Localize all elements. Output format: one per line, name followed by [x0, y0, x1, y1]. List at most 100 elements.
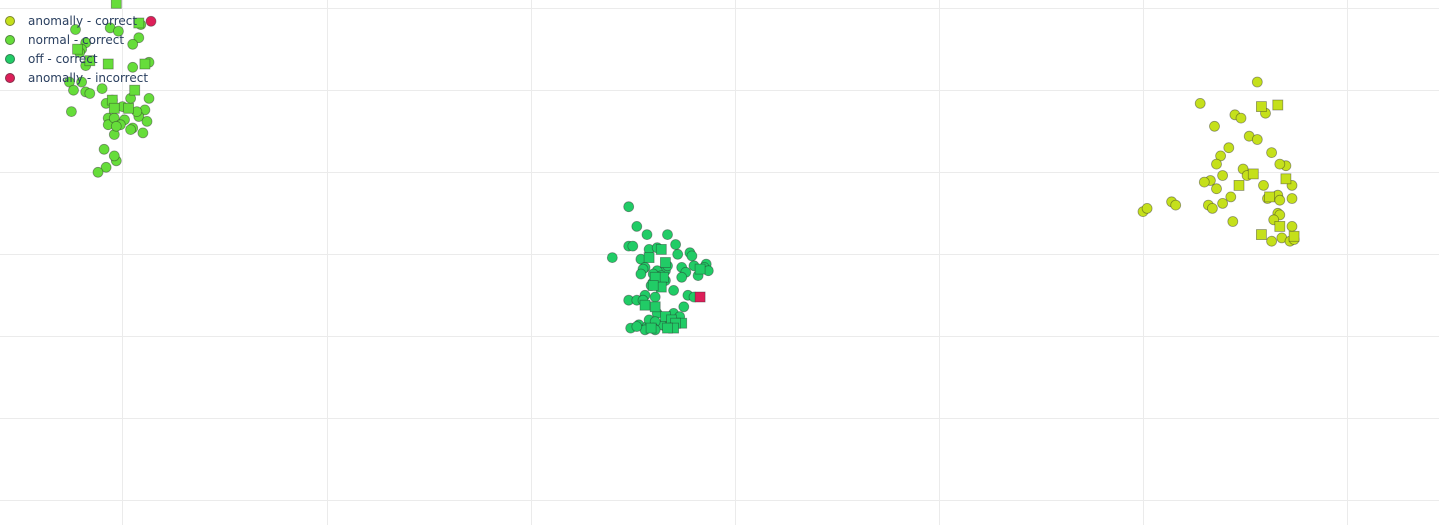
data-point[interactable] [1286, 193, 1298, 204]
data-point[interactable] [133, 32, 145, 44]
data-point[interactable] [84, 88, 96, 99]
data-point[interactable] [1207, 202, 1218, 214]
data-point[interactable] [1251, 134, 1263, 145]
data-point[interactable] [686, 250, 698, 262]
legend-marker-anomaly-incorrect [5, 72, 15, 83]
data-point[interactable] [127, 38, 139, 50]
data-point[interactable] [1266, 147, 1277, 159]
data-point-square[interactable] [1256, 101, 1267, 112]
data-point[interactable] [66, 106, 77, 117]
data-point-square[interactable] [655, 243, 667, 255]
data-point-square[interactable] [84, 55, 96, 67]
data-point[interactable] [606, 252, 618, 264]
data-point[interactable] [631, 220, 643, 232]
data-point[interactable] [1209, 120, 1220, 132]
data-point[interactable] [76, 76, 87, 88]
data-point-square[interactable] [72, 43, 83, 55]
data-point-square[interactable] [123, 102, 134, 114]
data-point-square[interactable] [1264, 191, 1275, 203]
data-point[interactable] [108, 150, 120, 162]
data-point[interactable] [1215, 150, 1226, 162]
data-point[interactable] [143, 93, 155, 104]
data-point[interactable] [1217, 170, 1228, 181]
legend-item-anomaly-incorrect[interactable]: anomally - incorrect [3, 68, 148, 87]
data-point[interactable] [627, 240, 639, 252]
data-point[interactable] [631, 321, 643, 332]
data-point-square[interactable] [1233, 179, 1245, 191]
legend-item-normal-correct[interactable]: normal - correct [3, 30, 148, 49]
legend-marker-normal-correct [5, 34, 15, 45]
data-point[interactable] [662, 229, 673, 241]
data-point-square[interactable] [108, 102, 120, 114]
data-point[interactable] [1225, 191, 1237, 203]
data-point-square[interactable] [639, 299, 651, 311]
data-points [64, 0, 1300, 336]
data-point[interactable] [623, 201, 635, 213]
series-anomally-correct [1137, 76, 1300, 247]
data-point[interactable] [68, 84, 79, 96]
data-point-square[interactable] [1274, 220, 1286, 232]
legend: anomally - correct normal - correct off … [3, 11, 148, 87]
data-point[interactable] [1235, 112, 1247, 124]
legend-item-off-correct[interactable]: off - correct [3, 49, 148, 68]
data-point[interactable] [1274, 194, 1286, 206]
data-point-square[interactable] [102, 58, 114, 70]
data-point[interactable] [1141, 202, 1153, 214]
series-anomally-incorrect [145, 15, 706, 303]
data-point[interactable] [1170, 199, 1182, 211]
data-point[interactable] [1258, 179, 1269, 191]
data-point[interactable] [1266, 235, 1277, 247]
data-point[interactable] [70, 24, 81, 35]
data-point[interactable] [641, 229, 653, 241]
data-point[interactable] [672, 248, 684, 260]
data-point[interactable] [113, 25, 124, 37]
data-point-square[interactable] [129, 84, 141, 96]
data-point[interactable] [1194, 98, 1206, 109]
data-point[interactable] [668, 284, 679, 296]
data-point[interactable] [127, 61, 139, 73]
data-point-square[interactable] [1280, 173, 1292, 185]
data-point-square[interactable] [110, 0, 122, 9]
data-point[interactable] [1211, 183, 1222, 195]
data-point[interactable] [649, 291, 661, 303]
data-point[interactable] [1198, 176, 1210, 188]
data-point[interactable] [137, 127, 149, 139]
data-point-square[interactable] [643, 252, 655, 264]
data-point[interactable] [1211, 158, 1222, 170]
data-point-square[interactable] [649, 301, 661, 313]
data-point[interactable] [98, 143, 110, 155]
data-point[interactable] [141, 116, 153, 127]
data-point-square[interactable] [1256, 229, 1267, 241]
data-point-square[interactable] [1272, 99, 1284, 111]
data-point-square[interactable] [694, 291, 706, 303]
data-point[interactable] [678, 301, 690, 313]
data-point-square[interactable] [1247, 168, 1259, 180]
data-point-square[interactable] [647, 280, 659, 291]
data-point[interactable] [145, 15, 157, 27]
legend-label: off - correct [28, 51, 98, 66]
data-point[interactable] [670, 239, 681, 250]
data-point[interactable] [635, 268, 647, 280]
data-point[interactable] [110, 120, 122, 132]
data-point[interactable] [1223, 142, 1235, 154]
data-point-square[interactable] [645, 322, 657, 334]
data-point[interactable] [125, 124, 137, 136]
data-point[interactable] [1251, 76, 1263, 88]
data-point[interactable] [1274, 158, 1286, 170]
data-point[interactable] [100, 161, 112, 173]
data-point-square[interactable] [133, 17, 145, 29]
data-point[interactable] [96, 83, 108, 94]
data-point-square[interactable] [1288, 230, 1300, 242]
data-point[interactable] [1286, 220, 1298, 232]
legend-item-anomaly-correct[interactable]: anomally - correct [3, 11, 148, 30]
data-point-square[interactable] [662, 322, 673, 334]
data-point-square[interactable] [139, 58, 151, 70]
data-point[interactable] [1227, 216, 1239, 227]
data-point[interactable] [1217, 197, 1228, 209]
data-point[interactable] [676, 271, 688, 283]
data-point-square[interactable] [660, 257, 671, 268]
data-point-square[interactable] [694, 263, 706, 275]
legend-label: normal - correct [28, 32, 125, 47]
data-point[interactable] [64, 76, 75, 88]
data-point[interactable] [92, 166, 104, 178]
